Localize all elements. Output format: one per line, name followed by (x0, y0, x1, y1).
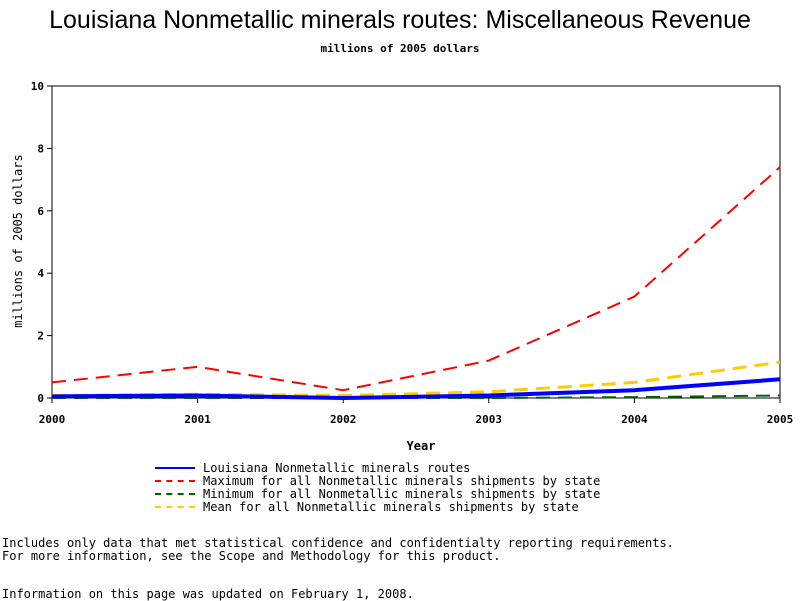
legend-item-routes: Louisiana Nonmetallic minerals routes (155, 460, 600, 475)
series-line-3 (51, 360, 781, 398)
y-tick-label: 6 (37, 205, 44, 218)
y-tick-label: 0 (37, 392, 44, 405)
footnote-confidence: Includes only data that met statistical … (2, 536, 674, 550)
legend-swatch-mean (155, 505, 195, 508)
legend-label-maximum: Maximum for all Nonmetallic minerals shi… (203, 473, 601, 488)
plot-frame (51, 85, 781, 399)
x-tick-label: 2003 (476, 413, 503, 426)
y-tick-label: 4 (37, 267, 44, 280)
y-tick-label: 2 (37, 330, 44, 343)
legend-item-minimum: Minimum for all Nonmetallic minerals shi… (155, 486, 601, 501)
series-line-1 (51, 166, 781, 392)
chart-legend: Louisiana Nonmetallic minerals routes Ma… (155, 460, 601, 514)
legend-swatch-maximum (155, 479, 195, 482)
legend-label-minimum: Minimum for all Nonmetallic minerals shi… (203, 486, 601, 501)
legend-label-mean: Mean for all Nonmetallic minerals shipme… (203, 499, 579, 514)
x-tick-label: 2001 (184, 413, 211, 426)
x-tick-label: 2004 (621, 413, 648, 426)
legend-item-mean: Mean for all Nonmetallic minerals shipme… (155, 499, 600, 514)
chart-subtitle: millions of 2005 dollars (320, 42, 480, 55)
series-line-0 (51, 377, 781, 401)
y-axis-label: millions of 2005 dollars (11, 154, 25, 327)
legend-swatch-minimum (155, 492, 195, 495)
y-tick-label: 10 (31, 80, 44, 93)
x-tick-label: 2000 (39, 413, 66, 426)
footnote-updated: Information on this page was updated on … (2, 587, 414, 601)
legend-item-maximum: Maximum for all Nonmetallic minerals shi… (155, 473, 601, 488)
chart-plot: 0 2 4 6 8 10 2000 2001 2002 2003 2004 2005 Year milli… (11, 80, 794, 453)
x-axis-label: Year (407, 439, 436, 453)
x-tick-label: 2005 (767, 413, 794, 426)
legend-label-routes: Louisiana Nonmetallic minerals routes (203, 460, 471, 475)
x-tick-label: 2002 (330, 413, 357, 426)
footnote-methodology: For more information, see the Scope and … (2, 549, 501, 563)
legend-swatch-routes (155, 466, 195, 469)
y-tick-label: 8 (37, 142, 44, 155)
chart-title: Louisiana Nonmetallic minerals routes: M… (49, 6, 751, 34)
